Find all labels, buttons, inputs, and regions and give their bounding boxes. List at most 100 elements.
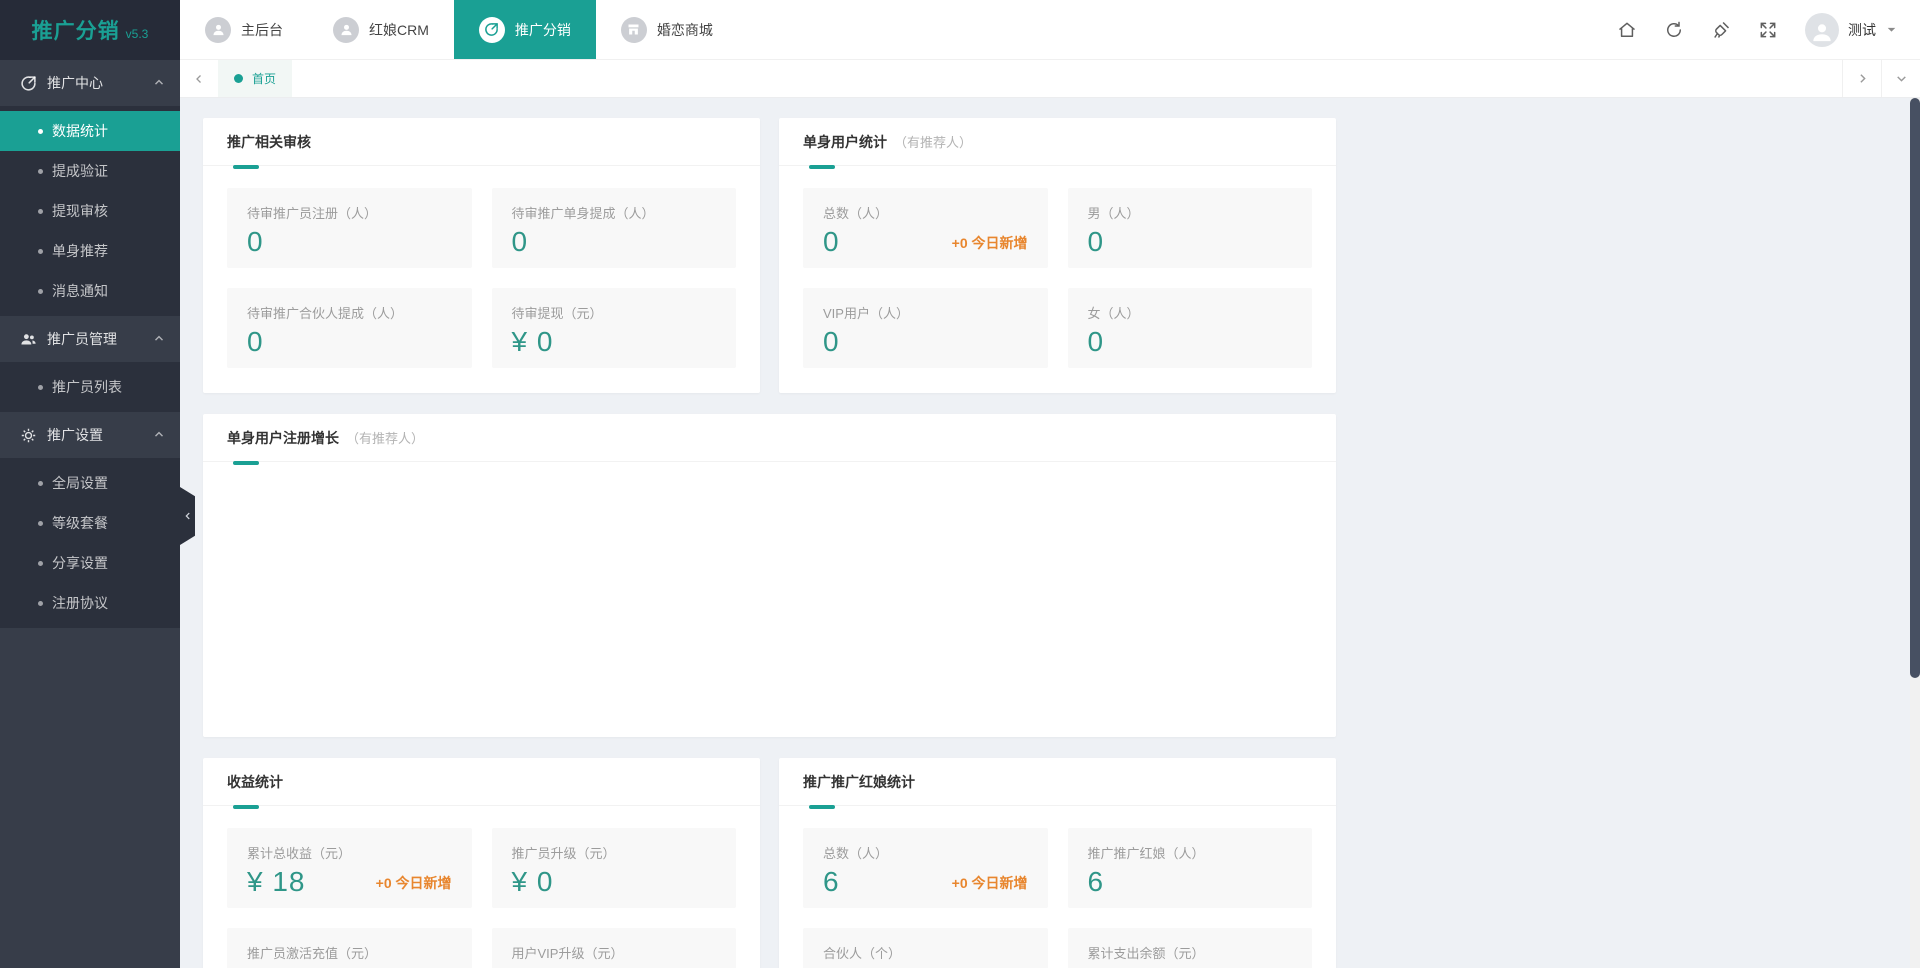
sidebar-item-level-package[interactable]: 等级套餐 — [0, 503, 180, 543]
active-dot-icon — [234, 74, 243, 83]
accent-dash — [233, 165, 259, 169]
app-logo[interactable]: 推广分销 v5.3 — [0, 0, 180, 60]
stats-row-bottom: 收益统计 累计总收益（元） ¥ 18 +0 今日新增 推广员升级（元） ¥ 0 … — [203, 758, 1910, 968]
sidebar-section-promo-settings[interactable]: 推广设置 — [0, 412, 180, 458]
card-income-stats: 收益统计 累计总收益（元） ¥ 18 +0 今日新增 推广员升级（元） ¥ 0 … — [203, 758, 760, 968]
stat-label: 女（人） — [1087, 306, 1140, 321]
submenu-promo-center: 数据统计 提成验证 提现审核 单身推荐 消息通知 — [0, 106, 180, 316]
tag-home[interactable]: 首页 — [218, 60, 293, 97]
sidebar-item-message-notice[interactable]: 消息通知 — [0, 271, 180, 311]
stat-label: 待审推广合伙人提成（人） — [247, 306, 404, 321]
tab-matchmaker-crm[interactable]: 红娘CRM — [308, 0, 454, 59]
tags-scroll-left-button[interactable] — [180, 60, 218, 97]
bullet-dot-icon — [38, 248, 43, 254]
tab-marriage-mall[interactable]: 婚恋商城 — [596, 0, 738, 59]
bullet-dot-icon — [38, 128, 43, 134]
sidebar-item-single-recommend[interactable]: 单身推荐 — [0, 231, 180, 271]
chevron-right-icon — [1859, 74, 1866, 83]
home-icon[interactable] — [1617, 20, 1637, 40]
today-new-badge: +0 今日新增 — [951, 874, 1028, 891]
sidebar-item-label: 分享设置 — [52, 555, 108, 571]
sidebar-section-promoter-management[interactable]: 推广员管理 — [0, 316, 180, 362]
tab-main-admin[interactable]: 主后台 — [180, 0, 308, 59]
bullet-dot-icon — [38, 560, 43, 566]
user-menu[interactable]: 测试 — [1805, 12, 1898, 47]
stat-value: ¥ 0 — [512, 966, 554, 968]
stat-value: 0 — [247, 226, 264, 257]
bullet-dot-icon — [38, 208, 43, 214]
tags-scroll-right-button[interactable] — [1842, 60, 1881, 97]
stat-tile: 累计支出余额（元） ¥ 0 — [1067, 928, 1312, 968]
stat-value: ¥ 0 — [1088, 966, 1130, 968]
tab-label: 婚恋商城 — [656, 21, 713, 38]
stat-label: VIP用户（人） — [823, 306, 909, 321]
stat-label: 累计支出余额（元） — [1087, 946, 1205, 961]
main-content: 推广相关审核 待审推广员注册（人） 0 待审推广单身提成（人） 0 待审推广合伙… — [180, 98, 1910, 968]
chevron-up-icon — [152, 428, 166, 442]
submenu-promoter-management: 推广员列表 — [0, 362, 180, 412]
bullet-dot-icon — [38, 168, 43, 174]
card-matchmaker-stats: 推广推广红娘统计 总数（人） 6 +0 今日新增 推广推广红娘（人） 6 合伙人… — [779, 758, 1336, 968]
stat-value: 0 — [1087, 326, 1105, 357]
stat-value: 0 — [823, 966, 840, 968]
sidebar-item-promoter-list[interactable]: 推广员列表 — [0, 367, 180, 407]
card-title: 推广相关审核 — [227, 133, 311, 150]
today-new-badge: +0 今日新增 — [951, 234, 1028, 251]
app-tabs: 主后台 红娘CRM 推广分销 婚恋商城 — [180, 0, 738, 59]
shop-icon — [620, 16, 647, 43]
card-header: 单身用户注册增长 （有推荐人） — [203, 414, 1336, 465]
sidebar-item-withdraw-review[interactable]: 提现审核 — [0, 191, 180, 231]
stat-value: 6 — [823, 866, 840, 897]
sidebar-item-data-stats[interactable]: 数据统计 — [0, 111, 180, 151]
chevron-up-icon — [152, 76, 166, 90]
card-promo-review: 推广相关审核 待审推广员注册（人） 0 待审推广单身提成（人） 0 待审推广合伙… — [203, 118, 760, 393]
fullscreen-icon[interactable] — [1758, 20, 1778, 40]
stat-tile: 待审推广合伙人提成（人） 0 — [227, 288, 472, 368]
sidebar-section-promo-center[interactable]: 推广中心 — [0, 60, 180, 106]
stat-value: ¥ 0 — [247, 966, 289, 968]
chevron-left-icon — [184, 512, 190, 520]
card-title: 单身用户注册增长 — [227, 429, 339, 446]
stat-tile: 女（人） 0 — [1067, 288, 1312, 368]
page-scrollbar[interactable] — [1910, 98, 1920, 968]
card-title: 单身用户统计 — [803, 133, 887, 150]
sidebar-item-global-settings[interactable]: 全局设置 — [0, 463, 180, 503]
user-icon — [333, 16, 359, 43]
stat-label: 累计总收益（元） — [247, 846, 352, 861]
sidebar-item-register-agreement[interactable]: 注册协议 — [0, 583, 180, 623]
clear-cache-icon[interactable] — [1711, 20, 1731, 40]
chevron-left-icon — [196, 74, 201, 83]
topbar-actions: 测试 — [1617, 12, 1920, 47]
tab-label: 红娘CRM — [369, 21, 429, 38]
sidebar-item-share-settings[interactable]: 分享设置 — [0, 543, 180, 583]
scrollbar-thumb[interactable] — [1910, 98, 1920, 678]
user-icon — [205, 16, 231, 43]
card-title: 收益统计 — [227, 773, 283, 790]
stat-label: 推广员升级（元） — [511, 846, 616, 861]
bullet-dot-icon — [38, 520, 43, 526]
stat-tile: 总数（人） 0 +0 今日新增 — [803, 188, 1048, 268]
tab-promo-distribution[interactable]: 推广分销 — [453, 0, 596, 59]
stat-label: 待审提现（元） — [511, 306, 603, 321]
card-header: 收益统计 — [203, 758, 760, 809]
stat-label: 总数（人） — [823, 206, 889, 221]
tile-grid: 待审推广员注册（人） 0 待审推广单身提成（人） 0 待审推广合伙人提成（人） … — [203, 166, 760, 390]
tags-menu-button[interactable] — [1881, 60, 1920, 97]
stat-tile: 总数（人） 6 +0 今日新增 — [803, 828, 1048, 908]
stat-label: 待审推广员注册（人） — [247, 206, 378, 221]
chevron-up-icon — [152, 332, 166, 346]
sidebar-collapse-handle[interactable] — [180, 487, 195, 545]
stat-value: 0 — [1087, 226, 1105, 257]
sidebar: 推广分销 v5.3 推广中心 数据统计 提成验证 提现审核 单身推荐 — [0, 0, 180, 968]
refresh-icon[interactable] — [1664, 20, 1684, 40]
stat-label: 待审推广单身提成（人） — [511, 206, 655, 221]
stat-value: ¥ 0 — [511, 866, 554, 897]
sidebar-item-label: 提成验证 — [52, 163, 108, 179]
stat-tile: 推广员激活充值（元） ¥ 0 — [227, 928, 472, 968]
sidebar-item-commission-verify[interactable]: 提成验证 — [0, 151, 180, 191]
card-single-user-stats: 单身用户统计 （有推荐人） 总数（人） 0 +0 今日新增 男（人） 0 V — [779, 118, 1336, 393]
stat-tile: 累计总收益（元） ¥ 18 +0 今日新增 — [227, 828, 472, 908]
tile-grid: 累计总收益（元） ¥ 18 +0 今日新增 推广员升级（元） ¥ 0 推广员激活… — [203, 806, 760, 968]
sidebar-section-label: 推广员管理 — [47, 331, 117, 347]
sidebar-item-label: 提现审核 — [52, 203, 108, 219]
